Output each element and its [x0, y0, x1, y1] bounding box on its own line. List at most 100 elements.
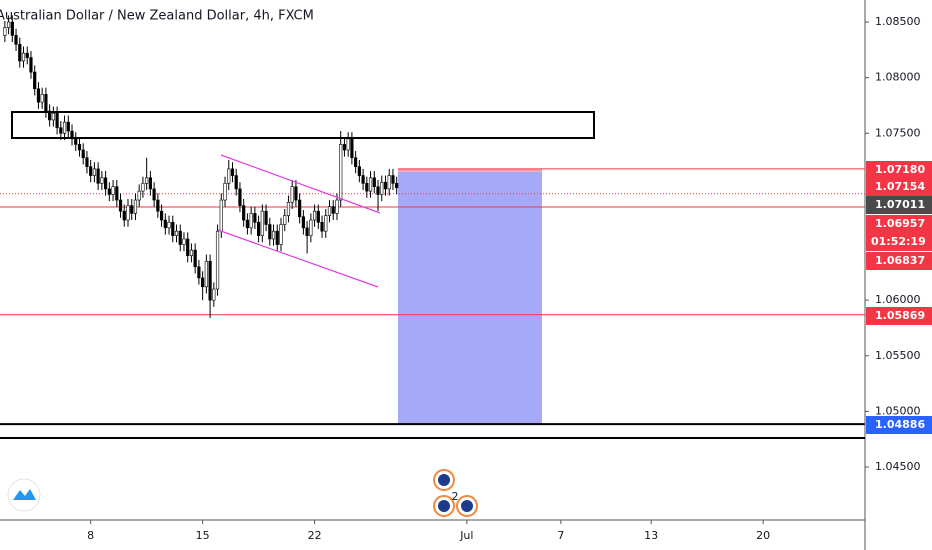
- candle-body: [290, 186, 294, 203]
- candle-body: [339, 144, 343, 201]
- candle-body: [219, 199, 223, 232]
- candle-body: [62, 121, 67, 134]
- event-icon: [461, 500, 473, 512]
- candle-body: [100, 177, 104, 184]
- price-label-box: [866, 307, 932, 325]
- stop-zone[interactable]: [398, 168, 542, 172]
- candle-body: [104, 177, 108, 190]
- candle-body: [335, 199, 339, 214]
- candle-body: [312, 210, 317, 221]
- candle-body: [376, 186, 380, 195]
- price-label: 1.07180: [875, 163, 925, 176]
- target-zone[interactable]: [398, 171, 542, 425]
- candle-body: [3, 27, 7, 36]
- candle-body: [227, 168, 231, 184]
- candle-body: [126, 205, 130, 221]
- candle-body: [283, 215, 287, 225]
- candle-body: [182, 238, 186, 245]
- candle-body: [81, 149, 85, 159]
- candle-body: [361, 175, 365, 184]
- candle-body: [66, 121, 70, 132]
- candle-body: [115, 186, 119, 201]
- candle-body: [145, 177, 149, 184]
- candle-body: [279, 224, 283, 245]
- candle-body: [36, 88, 41, 103]
- candle-body: [324, 215, 328, 232]
- candle-body: [141, 183, 145, 192]
- candle-body: [391, 175, 395, 184]
- candle-body: [77, 144, 82, 151]
- candle-body: [204, 260, 208, 288]
- event-icon: [438, 474, 450, 486]
- candle-body: [59, 127, 63, 134]
- candle-body: [130, 205, 134, 214]
- event-count: 2: [452, 490, 459, 503]
- candle-body: [395, 183, 399, 189]
- candle-body: [260, 210, 264, 236]
- price-label-box: [866, 178, 932, 196]
- candle-body: [298, 199, 302, 218]
- candle-body: [201, 277, 205, 288]
- candle-body: [223, 183, 227, 201]
- price-label-box: [866, 215, 932, 233]
- event-icons[interactable]: 2: [433, 469, 478, 517]
- candle-body: [249, 213, 253, 229]
- price-label-box: [866, 196, 932, 214]
- candle-body: [186, 238, 190, 256]
- candle-body: [383, 181, 388, 190]
- candle-body: [245, 219, 250, 229]
- x-tick-label: 15: [196, 529, 210, 542]
- candle-body: [275, 230, 279, 245]
- x-tick-label: 8: [87, 529, 94, 542]
- candle-body: [167, 221, 171, 229]
- candle-body: [89, 166, 93, 176]
- price-label: 1.07011: [875, 198, 925, 211]
- chart-title: Australian Dollar / New Zealand Dollar, …: [0, 9, 314, 24]
- candle-body: [111, 186, 115, 195]
- candle-body: [189, 249, 194, 256]
- candle-body: [85, 157, 89, 167]
- candle-body: [357, 166, 361, 176]
- candle-body: [163, 219, 167, 229]
- price-label: 1.06957: [875, 217, 925, 230]
- price-label: 1.06837: [875, 254, 925, 267]
- candle-body: [212, 288, 216, 301]
- trend-line[interactable]: [217, 229, 379, 288]
- candle-body: [320, 221, 324, 232]
- plot-area: [0, 15, 865, 426]
- candle-body: [18, 43, 22, 62]
- candle-body: [346, 138, 350, 151]
- y-tick-label: 1.05000: [875, 404, 921, 417]
- candle-body: [354, 157, 358, 167]
- candle-body: [305, 227, 309, 236]
- candle-body: [156, 199, 160, 212]
- candle-body: [294, 186, 298, 201]
- candle-body: [387, 175, 391, 190]
- candle-body: [21, 52, 26, 62]
- candle-body: [368, 177, 373, 192]
- candle-body: [234, 175, 238, 190]
- x-tick-label: 7: [557, 529, 564, 542]
- resistance-zone[interactable]: [11, 111, 595, 139]
- event-icon: [438, 500, 450, 512]
- logo[interactable]: [7, 478, 41, 512]
- candle-body: [193, 249, 197, 268]
- y-tick-label: 1.04500: [875, 460, 921, 473]
- candle-body: [178, 230, 182, 245]
- candle-body: [208, 260, 212, 301]
- candle-body: [372, 177, 376, 187]
- trend-line[interactable]: [220, 154, 381, 214]
- candle-body: [55, 112, 59, 129]
- candle-body: [133, 199, 138, 214]
- y-tick-label: 1.05500: [875, 349, 921, 362]
- candle-body: [51, 112, 55, 121]
- candle-body: [365, 183, 369, 192]
- candle-body: [238, 188, 242, 206]
- candle-body: [148, 177, 152, 190]
- y-tick-label: 1.06000: [875, 293, 921, 306]
- y-tick-label: 1.08000: [875, 71, 921, 84]
- candle-body: [33, 71, 37, 90]
- candle-body: [118, 199, 123, 212]
- candle-body: [197, 266, 201, 279]
